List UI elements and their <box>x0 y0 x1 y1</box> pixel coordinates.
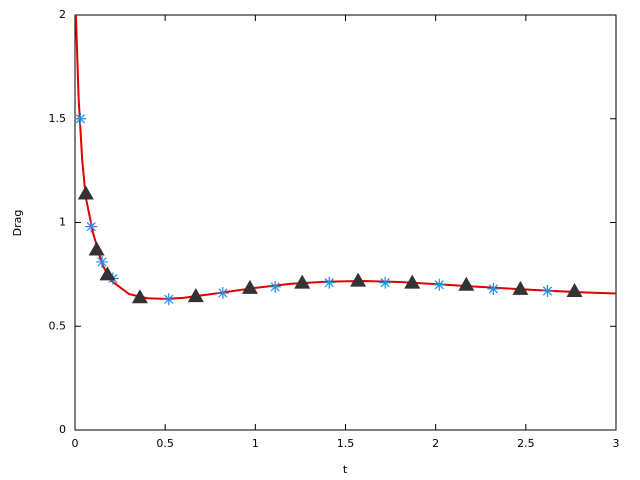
triangle-marker <box>458 276 475 291</box>
asterisk-marker <box>96 255 109 268</box>
triangle-marker <box>77 185 94 200</box>
asterisk-marker <box>379 276 392 289</box>
asterisk-marker <box>216 287 229 300</box>
y-tick-label: 1 <box>59 216 66 229</box>
asterisk-marker <box>541 284 554 297</box>
asterisk-marker <box>74 112 87 125</box>
x-tick-label: 2 <box>432 437 439 450</box>
triangle-marker <box>294 274 311 289</box>
triangle-marker <box>404 274 421 289</box>
x-tick-label: 0 <box>72 437 79 450</box>
asterisk-marker <box>162 293 175 306</box>
triangle-marker <box>88 241 105 256</box>
triangle-marker <box>131 289 148 304</box>
asterisk-marker <box>323 276 336 289</box>
triangle-marker <box>241 279 258 294</box>
x-tick-label: 1.5 <box>337 437 355 450</box>
y-tick-label: 0.5 <box>49 319 67 332</box>
triangle-marker <box>99 266 116 281</box>
x-tick-label: 1 <box>252 437 259 450</box>
asterisk-marker <box>269 280 282 293</box>
triangle-marker <box>512 280 529 295</box>
asterisk-marker <box>433 278 446 291</box>
plot-frame <box>74 14 617 431</box>
triangle-marker <box>350 272 367 287</box>
x-tick-label: 2.5 <box>517 437 535 450</box>
line-series <box>74 14 617 300</box>
x-axis-label: t <box>343 463 348 476</box>
triangle-marker <box>187 288 204 303</box>
triangle-marker <box>566 282 583 297</box>
x-tick-label: 3 <box>613 437 620 450</box>
asterisk-marker <box>487 282 500 295</box>
y-axis-label: Drag <box>11 210 24 237</box>
y-tick-label: 1.5 <box>49 112 67 125</box>
asterisk-marker <box>85 220 98 233</box>
y-tick-label: 2 <box>59 8 66 21</box>
y-tick-label: 0 <box>59 423 66 436</box>
x-tick-label: 0.5 <box>156 437 174 450</box>
